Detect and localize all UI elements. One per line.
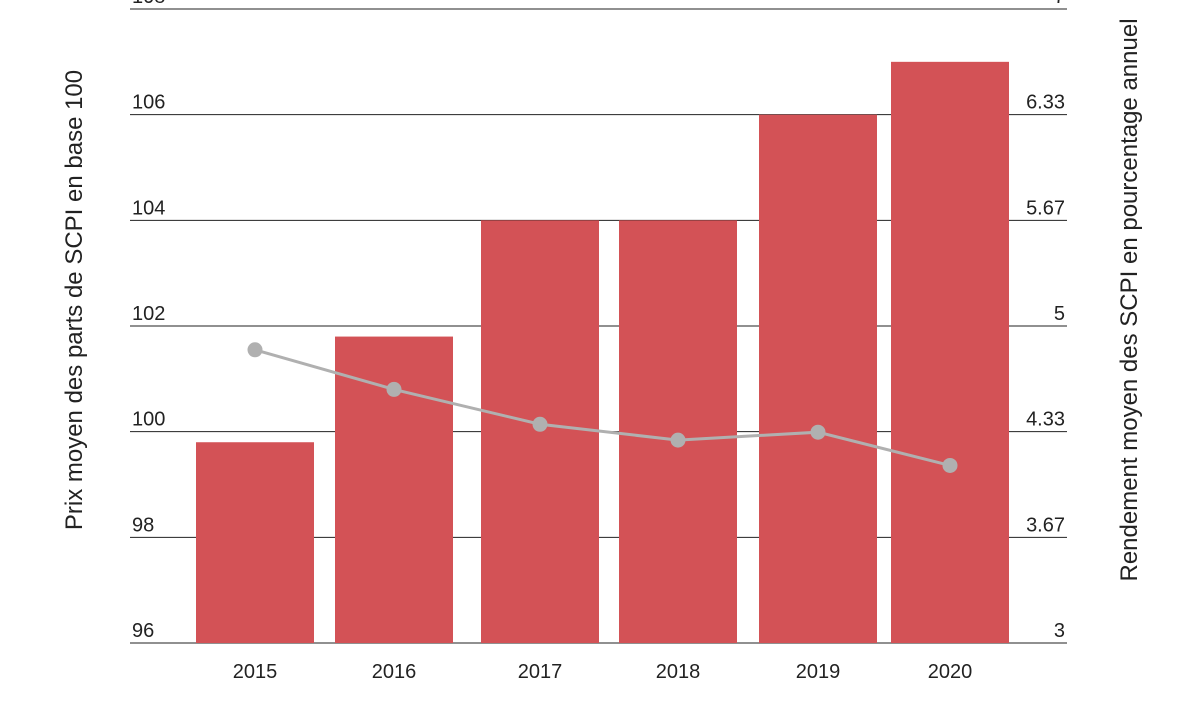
left-tick-label: 96 — [132, 620, 154, 642]
left-axis-title: Prix moyen des parts de SCPI en base 100 — [61, 70, 88, 530]
left-axis-ticks: 96 98 100 102 104 106 108 — [132, 0, 165, 642]
left-tick-label: 100 — [132, 409, 165, 431]
x-tick-label: 2019 — [796, 661, 841, 683]
right-tick-label: 3 — [1054, 620, 1065, 642]
right-tick-label: 5.67 — [1026, 197, 1065, 219]
yield-point — [386, 381, 402, 397]
right-tick-label: 7 — [1054, 0, 1065, 8]
yield-point — [247, 342, 263, 358]
bar — [759, 114, 877, 643]
left-tick-label: 108 — [132, 0, 165, 8]
x-axis-ticks: 2015 2016 2017 2018 2019 2020 — [233, 661, 973, 683]
yield-point — [670, 432, 686, 448]
x-tick-label: 2020 — [928, 661, 973, 683]
yield-point — [532, 416, 548, 432]
right-tick-label: 4.33 — [1026, 409, 1065, 431]
x-tick-label: 2017 — [518, 661, 563, 683]
x-tick-label: 2015 — [233, 661, 278, 683]
yield-point — [810, 424, 826, 440]
x-tick-label: 2018 — [656, 661, 701, 683]
x-tick-label: 2016 — [372, 661, 417, 683]
yield-point — [942, 457, 958, 473]
yield-line-path — [254, 348, 951, 467]
bar — [891, 61, 1009, 644]
bar — [619, 220, 737, 644]
right-tick-label: 5 — [1054, 303, 1065, 325]
left-tick-label: 106 — [132, 92, 165, 114]
bars — [196, 61, 1009, 644]
right-tick-label: 6.33 — [1026, 92, 1065, 114]
right-axis-ticks: 3 3.67 4.33 5 5.67 6.33 7 — [1026, 0, 1065, 642]
right-axis-title: Rendement moyen des SCPI en pourcentage … — [1116, 18, 1143, 581]
left-tick-label: 104 — [132, 197, 165, 219]
right-tick-label: 3.67 — [1026, 514, 1065, 536]
left-tick-label: 98 — [132, 514, 154, 536]
bar — [196, 442, 314, 643]
left-tick-label: 102 — [132, 303, 165, 325]
yield-line — [247, 342, 958, 473]
